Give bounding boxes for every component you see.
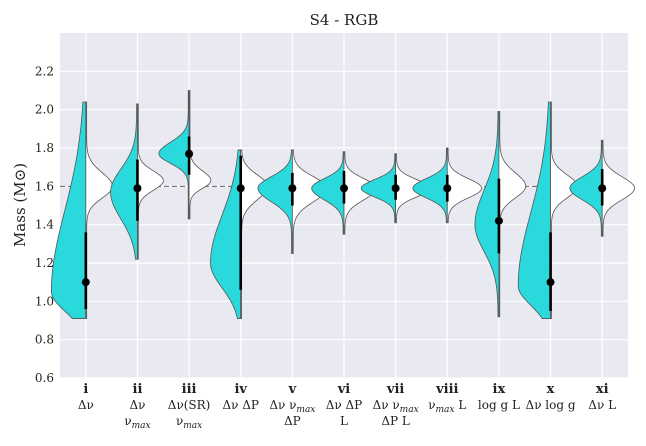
x-tick-sublabel-vii: Δν νmax​ bbox=[373, 398, 419, 415]
y-tick-label: 2.0 bbox=[35, 103, 54, 117]
violin-right-half-v bbox=[291, 149, 328, 254]
violin-left-half-i bbox=[50, 101, 87, 319]
violin-left-half-viii bbox=[412, 147, 448, 224]
median-point-ii bbox=[133, 184, 142, 193]
violin-xi bbox=[569, 139, 635, 237]
y-axis-ticks: 0.6 0.8 1.0 1.2 1.4 1.6 1.8 2.0 2.2 bbox=[35, 64, 54, 385]
y-tick-label: 1.4 bbox=[35, 218, 54, 232]
x-tick-sublabel-iii: Δν(SR) bbox=[168, 398, 211, 412]
violin-right-half-ix bbox=[498, 111, 527, 318]
x-tick-sublabel-xi: Δν L bbox=[588, 398, 616, 412]
x-tick-sublabel-vii: ΔP L bbox=[381, 414, 410, 428]
y-tick-label: 2.2 bbox=[35, 64, 54, 78]
violin-left-half-vii bbox=[360, 153, 397, 224]
y-tick-label: 1.0 bbox=[35, 294, 54, 308]
x-tick-id-ix: ix bbox=[493, 382, 506, 397]
y-tick-label: 1.2 bbox=[35, 256, 54, 270]
violin-x bbox=[517, 101, 578, 319]
x-tick-sublabel-ii: Δν bbox=[129, 398, 145, 412]
y-tick-label: 1.8 bbox=[35, 141, 54, 155]
violin-left-half-xi bbox=[569, 139, 603, 237]
y-tick-label: 0.8 bbox=[35, 333, 54, 347]
median-point-iv bbox=[236, 184, 245, 193]
x-tick-id-i: i bbox=[83, 382, 88, 397]
x-tick-id-viii: viii bbox=[435, 382, 458, 397]
violin-viii bbox=[412, 147, 483, 224]
median-point-ix bbox=[494, 216, 503, 225]
median-point-vii bbox=[391, 184, 400, 193]
median-point-v bbox=[288, 184, 297, 193]
violin-left-half-iii bbox=[158, 90, 190, 220]
x-tick-sublabel-v: ΔP bbox=[284, 414, 301, 428]
median-point-i bbox=[81, 278, 90, 287]
violin-ii bbox=[110, 103, 164, 260]
x-tick-id-vi: vi bbox=[337, 382, 351, 397]
x-tick-sublabel-ii: νmax​ bbox=[124, 414, 150, 431]
violin-left-half-ix bbox=[474, 111, 500, 318]
x-tick-sublabel-iv: Δν ΔP bbox=[222, 398, 259, 412]
y-axis-label: Mass (M⊙) bbox=[11, 163, 29, 247]
x-tick-sublabel-vi: L bbox=[340, 414, 348, 428]
x-tick-sublabel-iii: νmax​ bbox=[176, 414, 202, 431]
violin-iii bbox=[158, 90, 212, 220]
median-point-iii bbox=[185, 149, 194, 158]
median-point-x bbox=[546, 278, 555, 287]
median-point-vi bbox=[340, 184, 348, 193]
x-tick-id-x: x bbox=[547, 382, 555, 397]
x-tick-sublabel-v: Δν νmax​ bbox=[269, 398, 315, 415]
x-tick-id-iii: iii bbox=[182, 382, 197, 397]
y-tick-label: 0.6 bbox=[35, 371, 54, 385]
median-point-xi bbox=[598, 184, 607, 193]
x-tick-sublabel-vi: Δν ΔP bbox=[326, 398, 363, 412]
x-tick-sublabel-i: Δν bbox=[78, 398, 94, 412]
violins bbox=[50, 90, 635, 319]
x-tick-id-ii: ii bbox=[133, 382, 143, 397]
x-tick-id-v: v bbox=[288, 382, 297, 397]
chart-title: S4 - RGB bbox=[310, 11, 379, 29]
violin-ix bbox=[474, 111, 527, 318]
violin-left-half-iv bbox=[210, 149, 242, 319]
x-tick-sublabel-x: Δν log g bbox=[526, 398, 576, 412]
violin-right-half-viii bbox=[446, 147, 483, 224]
x-tick-id-vii: vii bbox=[386, 382, 404, 397]
x-tick-sublabel-viii: νmax​ L bbox=[428, 398, 466, 415]
x-tick-sublabel-ix: log g L bbox=[478, 398, 520, 412]
violin-i bbox=[50, 101, 114, 319]
x-tick-id-xi: xi bbox=[596, 382, 609, 397]
median-point-viii bbox=[443, 184, 452, 193]
x-tick-id-iv: iv bbox=[234, 382, 247, 397]
violin-right-half-xi bbox=[601, 139, 635, 237]
violin-left-half-ii bbox=[110, 103, 138, 260]
violin-left-half-x bbox=[517, 101, 551, 319]
y-tick-label: 1.6 bbox=[35, 179, 54, 193]
violin-left-half-vi bbox=[311, 151, 345, 235]
violin-v bbox=[257, 149, 328, 254]
violin-left-half-v bbox=[257, 149, 293, 254]
violin-right-half-ii bbox=[137, 103, 164, 260]
